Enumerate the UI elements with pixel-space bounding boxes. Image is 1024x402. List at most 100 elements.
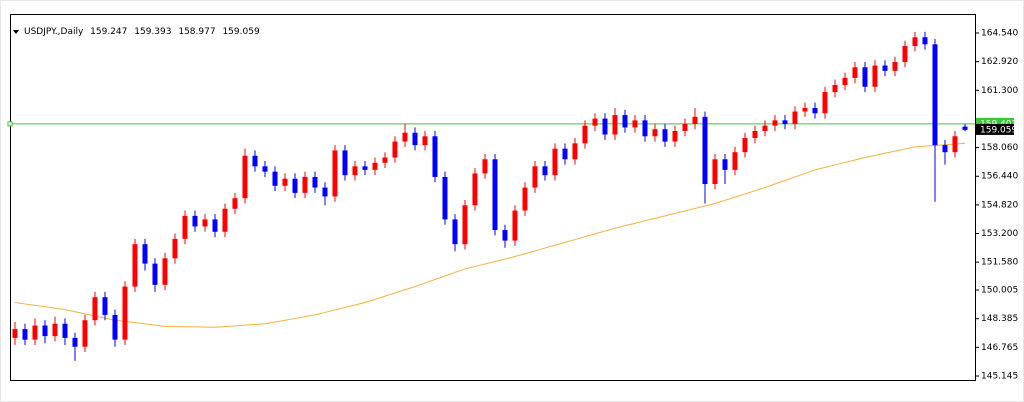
candle-body — [242, 155, 248, 199]
header-close: 159.059 — [222, 27, 259, 37]
candle-body — [452, 219, 458, 245]
candle-body — [942, 145, 948, 153]
candle-body — [22, 329, 28, 340]
candle-body — [512, 210, 518, 241]
candle-body — [922, 37, 928, 45]
candle-body — [882, 65, 888, 71]
candle-body — [782, 120, 788, 124]
candle-body — [602, 118, 608, 135]
candle-body — [172, 238, 178, 259]
candle-body — [232, 198, 238, 209]
candle-body — [62, 323, 68, 338]
candle-body — [252, 155, 258, 167]
header-low: 158.977 — [178, 27, 215, 37]
price-label-box — [976, 123, 1014, 135]
candle-body — [82, 320, 88, 347]
candle-body — [382, 157, 388, 163]
moving-average — [14, 142, 966, 328]
candle-body — [162, 258, 168, 285]
y-tick-label: 148.385 — [981, 314, 1018, 324]
candle-body — [542, 166, 548, 176]
candle-body — [422, 136, 428, 146]
candle-body — [142, 244, 148, 264]
candle-body — [892, 61, 898, 71]
candle-body — [842, 77, 848, 85]
candle-body — [932, 44, 938, 146]
y-tick-label: 162.920 — [981, 57, 1018, 67]
candle-body — [482, 159, 488, 174]
candle-body — [112, 314, 118, 340]
candle-body — [592, 118, 598, 126]
y-tick-label: 150.005 — [981, 286, 1018, 296]
candle-body — [622, 115, 628, 128]
candle-body — [12, 329, 18, 338]
candle-body — [912, 37, 918, 47]
candle-body — [192, 215, 198, 227]
y-tick-label: 161.300 — [981, 86, 1018, 96]
candle-body — [282, 178, 288, 186]
header-high: 159.393 — [134, 27, 171, 37]
candle-body — [402, 132, 408, 142]
candle-body — [552, 148, 558, 176]
candle-body — [772, 120, 778, 126]
menu-arrow — [13, 30, 19, 34]
candle-body — [322, 187, 328, 197]
candle-body — [122, 286, 128, 340]
candle-body — [312, 176, 318, 188]
candle-body — [872, 65, 878, 87]
y-tick-label: 153.200 — [981, 229, 1018, 239]
candle-body — [612, 115, 618, 135]
plot-area — [10, 14, 976, 381]
candle-body — [962, 126, 968, 130]
candle-body — [102, 297, 108, 315]
candle-body — [832, 84, 838, 93]
candle-body — [432, 136, 438, 177]
candle-body — [32, 325, 38, 340]
y-tick-label: 151.580 — [981, 258, 1018, 268]
candle-body — [502, 230, 508, 241]
candle-body — [702, 116, 708, 185]
header-open: 159.247 — [90, 27, 127, 37]
candle-body — [222, 208, 228, 232]
candle-body — [392, 141, 398, 158]
candle-body — [662, 129, 668, 142]
candle-body — [272, 171, 278, 186]
candle-body — [762, 125, 768, 131]
candle-body — [292, 178, 298, 193]
candle-body — [572, 143, 578, 160]
candle-body — [672, 130, 678, 142]
candle-body — [442, 176, 448, 220]
price-label: 159.059 — [980, 125, 1017, 135]
candle-body — [352, 166, 358, 176]
y-tick-label: 158.060 — [981, 143, 1018, 153]
y-tick-label: 156.440 — [981, 172, 1018, 182]
candle-body — [582, 125, 588, 144]
candle-body — [952, 136, 958, 153]
candle-body — [812, 107, 818, 114]
candle-body — [682, 123, 688, 131]
candle-body — [902, 46, 908, 62]
candle-body — [342, 150, 348, 176]
level-handle — [7, 121, 13, 127]
candle-body — [802, 107, 808, 112]
candle-body — [202, 219, 208, 227]
y-tick-label: 145.145 — [981, 372, 1018, 382]
candle-body — [412, 132, 418, 146]
level-label-box — [976, 117, 1014, 129]
candle-body — [92, 297, 98, 321]
candle-body — [712, 159, 718, 185]
candle-body — [792, 111, 798, 124]
candle-body — [692, 116, 698, 124]
candle-body — [42, 325, 48, 337]
candle-body — [302, 176, 308, 193]
candle-body — [152, 263, 158, 285]
chart-header: USDJPY.,Daily 159.247 159.393 158.977 15… — [24, 27, 260, 37]
y-tick-label: 154.820 — [981, 200, 1018, 210]
candle-body — [742, 138, 748, 153]
candle-body — [632, 120, 638, 128]
candle-body — [472, 173, 478, 206]
candle-body — [732, 152, 738, 170]
candle-body — [182, 215, 188, 239]
candle-body — [462, 205, 468, 245]
